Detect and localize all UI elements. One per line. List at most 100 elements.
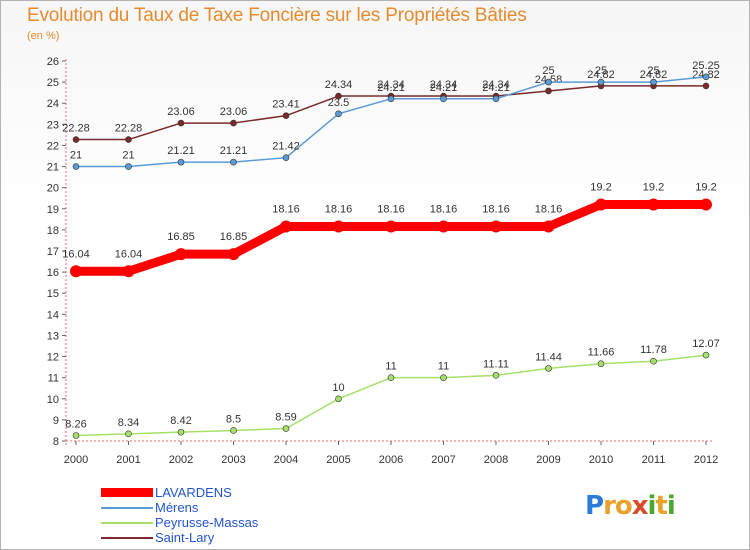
legend-swatch: [101, 537, 153, 539]
data-point-saint-lary: [177, 119, 185, 127]
x-tick-label: 2001: [116, 454, 140, 466]
proxiti-logo: Proxiti: [585, 491, 676, 521]
data-point-m-rens: [177, 158, 185, 166]
data-label-saint-lary: 24.82: [640, 69, 668, 81]
logo-letter: i: [666, 491, 676, 521]
data-point-lavardens: [332, 220, 345, 233]
data-label-m-rens: 21.21: [167, 145, 195, 157]
data-label-m-rens: 24.21: [430, 82, 458, 94]
data-point-peyrusse-massas: [282, 425, 290, 432]
data-point-peyrusse-massas: [650, 357, 657, 365]
x-tick-label: 2008: [484, 454, 508, 466]
data-point-peyrusse-massas: [492, 372, 500, 379]
data-point-saint-lary: [545, 87, 552, 95]
data-label-peyrusse-massas: 8.42: [170, 415, 191, 427]
data-label-m-rens: 21: [122, 150, 134, 162]
data-point-m-rens: [597, 78, 605, 86]
logo-letter: o: [614, 491, 633, 521]
data-label-saint-lary: 24.34: [325, 79, 353, 91]
data-label-peyrusse-massas: 10: [332, 382, 344, 394]
data-label-saint-lary: 24.34: [377, 79, 405, 91]
x-tick-label: 2005: [326, 454, 350, 466]
data-label-m-rens: 23.5: [328, 97, 349, 109]
y-tick-label: 8: [53, 436, 59, 448]
y-tick-label: 20: [47, 183, 59, 195]
data-label-lavardens: 16.85: [220, 231, 248, 243]
data-label-lavardens: 19.2: [695, 182, 716, 194]
data-label-lavardens: 16.04: [62, 248, 90, 260]
x-tick-label: 2010: [589, 454, 613, 466]
data-point-m-rens: [440, 95, 447, 103]
data-point-lavardens: [437, 220, 450, 233]
data-point-m-rens: [492, 95, 500, 103]
data-point-peyrusse-massas: [335, 395, 342, 403]
data-label-peyrusse-massas: 11.66: [588, 347, 615, 359]
x-tick-label: 2002: [169, 454, 193, 466]
data-label-saint-lary: 22.28: [115, 123, 143, 135]
y-tick-label: 19: [47, 204, 59, 216]
data-point-peyrusse-massas: [545, 365, 552, 372]
data-point-m-rens: [125, 163, 132, 170]
data-label-peyrusse-massas: 8.26: [65, 419, 86, 431]
data-point-lavardens: [122, 265, 135, 278]
logo-letter: i: [647, 491, 657, 521]
data-label-m-rens: 21.42: [272, 141, 300, 153]
y-tick-label: 15: [47, 288, 59, 300]
x-tick-label: 2012: [694, 454, 718, 466]
y-tick-label: 12: [47, 352, 59, 364]
data-label-peyrusse-massas: 11.11: [483, 358, 509, 370]
data-label-peyrusse-massas: 11.44: [535, 351, 562, 363]
y-tick-label: 14: [47, 309, 59, 321]
logo-letter: t: [655, 491, 667, 521]
y-tick-label: 13: [47, 330, 59, 342]
data-label-peyrusse-massas: 8.5: [226, 413, 241, 425]
data-point-saint-lary: [702, 82, 710, 90]
legend-label: Mérens: [155, 500, 199, 515]
legend-swatch: [101, 488, 153, 497]
y-tick-label: 16: [47, 267, 59, 279]
data-label-lavardens: 18.16: [272, 204, 300, 216]
y-tick-label: 24: [47, 98, 59, 110]
data-point-lavardens: [385, 220, 397, 233]
data-point-m-rens: [72, 163, 80, 170]
data-point-peyrusse-massas: [702, 351, 710, 359]
x-tick-label: 2004: [274, 454, 298, 466]
legend-label: Saint-Lary: [155, 530, 215, 545]
y-tick-label: 17: [47, 246, 59, 258]
data-label-saint-lary: 23.41: [272, 99, 300, 111]
y-tick-label: 21: [47, 162, 59, 174]
data-label-lavardens: 18.16: [482, 204, 510, 216]
data-point-peyrusse-massas: [387, 374, 395, 381]
data-label-saint-lary: 24.34: [482, 79, 510, 91]
x-tick-label: 2006: [379, 454, 403, 466]
data-point-peyrusse-massas: [177, 428, 185, 436]
logo-letter: r: [603, 491, 616, 521]
data-label-m-rens: 25: [595, 65, 607, 77]
data-point-lavardens: [490, 220, 502, 233]
y-tick-label: 18: [47, 225, 59, 237]
data-label-peyrusse-massas: 11: [385, 361, 396, 373]
data-label-m-rens: 24.21: [482, 82, 510, 94]
data-label-saint-lary: 22.28: [62, 123, 90, 135]
x-tick-label: 2003: [221, 454, 245, 466]
data-label-saint-lary: 24.34: [430, 79, 458, 91]
data-point-saint-lary: [125, 136, 132, 143]
y-tick-label: 22: [47, 140, 59, 152]
data-point-m-rens: [650, 78, 657, 86]
data-point-peyrusse-massas: [125, 430, 132, 438]
x-tick-label: 2009: [536, 454, 560, 466]
legend-swatch: [101, 507, 153, 509]
data-label-m-rens: 25.25: [692, 60, 720, 72]
data-point-lavardens: [700, 198, 712, 211]
data-point-m-rens: [282, 154, 290, 161]
data-point-peyrusse-massas: [72, 432, 80, 439]
y-tick-label: 9: [53, 415, 59, 427]
data-point-m-rens: [230, 158, 237, 166]
data-point-m-rens: [335, 110, 342, 118]
data-point-lavardens: [70, 265, 82, 278]
data-label-saint-lary: 23.06: [167, 106, 195, 118]
data-point-saint-lary: [282, 112, 290, 119]
y-tick-label: 11: [48, 373, 59, 385]
x-tick-label: 2000: [64, 454, 88, 466]
